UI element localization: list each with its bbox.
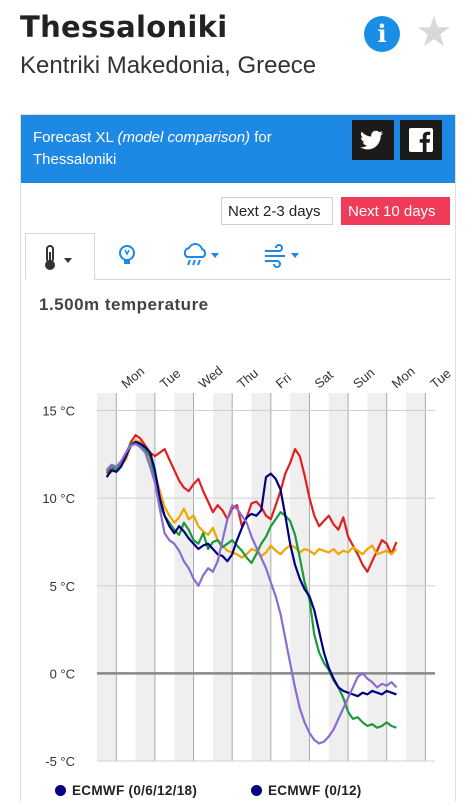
day-label: Tue <box>427 366 453 392</box>
tab-precipitation[interactable] <box>165 233 235 279</box>
time-band <box>135 393 155 761</box>
day-label: Tue <box>157 366 183 392</box>
chevron-down-icon <box>64 258 72 263</box>
time-band <box>174 393 194 761</box>
y-tick-label: 15 °C <box>42 404 75 419</box>
temperature-chart: 15 °C 10 °C 5 °C 0 °C -5 °C Mon Tue Wed Thu Fri Sa… <box>42 363 453 769</box>
city-title: Thessaloniki <box>20 10 228 44</box>
parameter-tabs <box>25 233 451 280</box>
legend-item: ECMWF (0/12) <box>251 783 362 798</box>
banner-suffix: for <box>254 129 272 146</box>
y-tick-label: 10 °C <box>42 491 75 506</box>
y-tick-label: -5 °C <box>45 754 75 769</box>
time-band <box>270 393 291 761</box>
chevron-down-icon <box>291 253 299 258</box>
series-line <box>105 442 398 745</box>
series-line <box>105 440 397 729</box>
legend-dot <box>55 785 66 796</box>
facebook-icon[interactable] <box>400 120 442 160</box>
day-label: Fri <box>273 370 294 391</box>
thermometer-icon <box>45 245 72 270</box>
wind-icon <box>265 244 299 268</box>
time-band <box>367 393 387 761</box>
tab-sunshine[interactable] <box>95 233 165 279</box>
rain-cloud-icon <box>183 243 219 266</box>
time-band <box>328 393 349 761</box>
next-10-days-button[interactable]: Next 10 days <box>341 197 450 225</box>
time-band <box>386 393 407 761</box>
legend-dot <box>251 785 262 796</box>
chart-title: 1.500m temperature <box>39 295 209 314</box>
time-band <box>406 393 426 761</box>
time-band <box>309 393 329 761</box>
day-label: Wed <box>196 363 226 392</box>
chevron-down-icon <box>211 253 219 258</box>
y-tick-label: 5 °C <box>50 579 75 594</box>
time-band <box>425 393 445 761</box>
banner-city: Thessaloniki <box>33 151 117 168</box>
banner-text: Forecast XL (model comparison) for Thess… <box>33 127 333 171</box>
twitter-icon[interactable] <box>352 120 394 160</box>
forecast-card: Forecast XL (model comparison) for Thess… <box>20 114 456 801</box>
day-label: Thu <box>234 365 261 391</box>
time-band <box>154 393 175 761</box>
legend-item: ECMWF (0/6/12/18) <box>55 783 197 798</box>
time-band <box>232 393 252 761</box>
banner-italic: (model comparison) <box>117 129 251 146</box>
day-label: Sun <box>350 365 377 391</box>
series-line <box>105 440 397 698</box>
tab-temperature[interactable] <box>25 233 95 280</box>
forecast-banner: Forecast XL (model comparison) for Thess… <box>21 115 455 183</box>
location-header: Thessaloniki Kentriki Makedonia, Greece … <box>20 8 460 88</box>
y-tick-label: 0 °C <box>50 666 75 681</box>
day-label: Mon <box>118 364 147 392</box>
time-band <box>251 393 271 761</box>
lightbulb-icon <box>119 245 135 264</box>
time-band <box>97 393 117 761</box>
next-2-3-days-button[interactable]: Next 2-3 days <box>221 197 333 225</box>
star-icon[interactable]: ★ <box>415 8 453 55</box>
tab-wind[interactable] <box>235 233 325 279</box>
banner-prefix: Forecast XL <box>33 129 114 146</box>
region-subtitle: Kentriki Makedonia, Greece <box>20 52 317 79</box>
time-band <box>348 393 368 761</box>
series-line <box>106 433 398 573</box>
info-icon[interactable]: i <box>364 16 400 52</box>
time-band <box>116 393 136 761</box>
time-band <box>212 393 233 761</box>
day-label: Sat <box>311 367 336 391</box>
day-label: Mon <box>389 364 418 392</box>
